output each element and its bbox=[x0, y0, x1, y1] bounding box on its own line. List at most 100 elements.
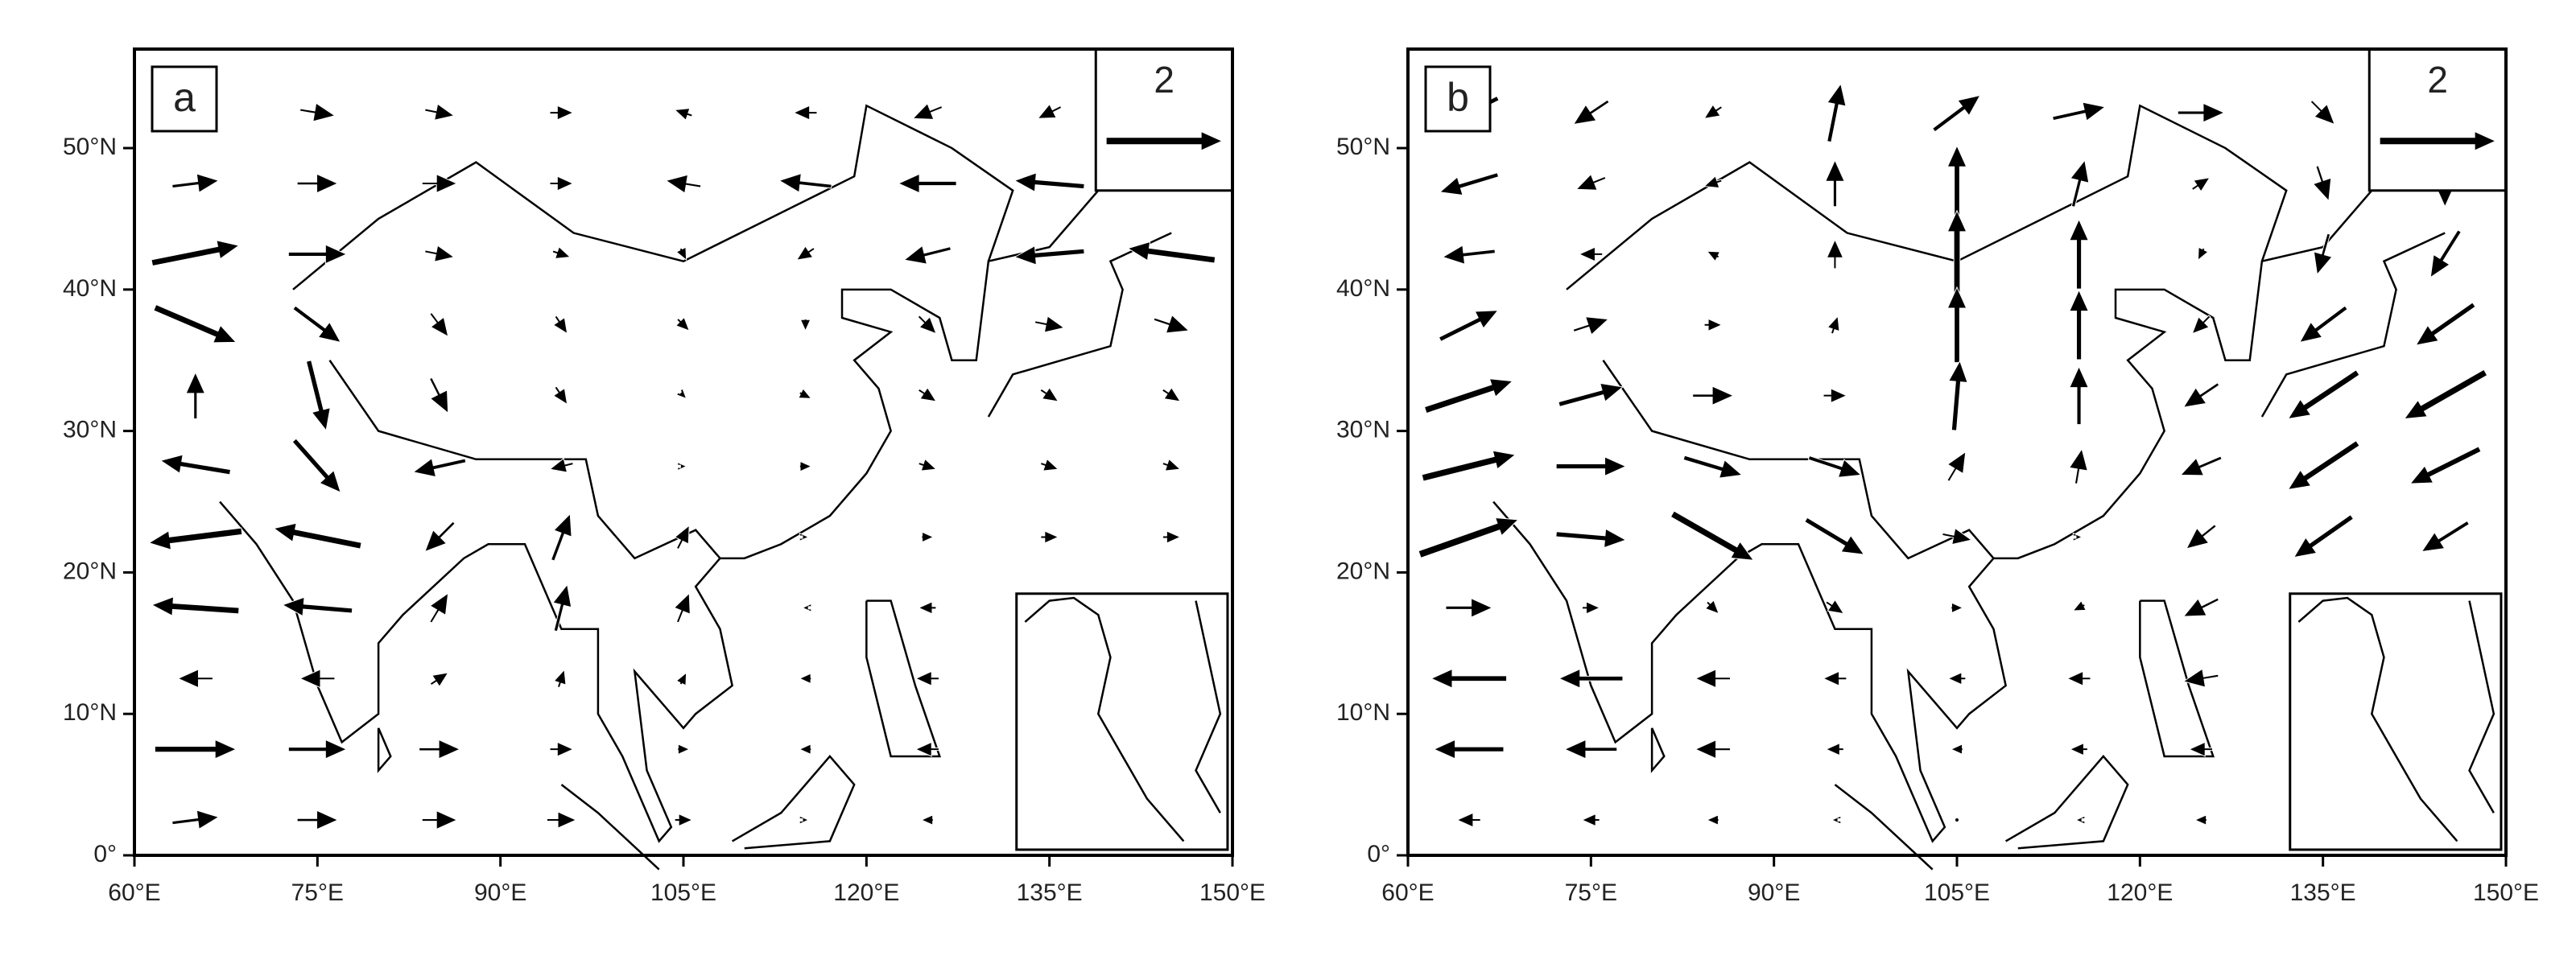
coastline bbox=[865, 599, 942, 758]
wind-vector bbox=[1692, 385, 1735, 406]
wind-vector bbox=[1161, 386, 1182, 402]
wind-vector bbox=[1582, 601, 1601, 615]
y-tick-label: 50°N bbox=[1336, 134, 1390, 160]
wind-vector bbox=[914, 670, 940, 686]
wind-vector bbox=[675, 671, 687, 686]
wind-vector bbox=[799, 319, 811, 332]
wind-vector bbox=[921, 531, 935, 543]
wind-vector bbox=[801, 603, 812, 613]
wind-vector bbox=[2177, 102, 2226, 123]
wind-vector bbox=[2188, 741, 2214, 757]
wind-vector bbox=[799, 460, 812, 472]
wind-vector bbox=[1555, 528, 1627, 549]
wind-vector bbox=[549, 741, 575, 757]
wind-vector bbox=[799, 815, 810, 825]
wind-vector bbox=[1456, 812, 1481, 828]
wind-vector bbox=[1162, 458, 1182, 472]
wind-vector bbox=[798, 388, 812, 399]
wind-vector bbox=[1703, 104, 1724, 119]
coastline bbox=[731, 755, 856, 850]
y-tick-label: 20°N bbox=[63, 558, 117, 584]
wind-vector bbox=[1153, 314, 1190, 334]
wind-vector bbox=[675, 246, 687, 262]
y-tick-label: 30°N bbox=[1336, 417, 1390, 443]
wind-vector bbox=[1423, 378, 1513, 414]
y-tick-label: 0° bbox=[1367, 841, 1390, 867]
wind-vector bbox=[1946, 144, 1967, 222]
coastline bbox=[1492, 105, 2397, 843]
wind-vector bbox=[799, 743, 812, 756]
wind-vector bbox=[1438, 310, 1499, 343]
map-panel: 2 a 60°E 75°E 90°E 105°E 120°E 135°E 150°E 0° 10°N… bbox=[63, 47, 1265, 906]
coastline bbox=[2139, 599, 2215, 758]
wind-vector bbox=[2069, 365, 2090, 426]
wind-vector bbox=[429, 311, 449, 338]
coastline bbox=[2004, 755, 2129, 850]
wind-vector bbox=[1955, 818, 1959, 822]
wind-vector bbox=[1827, 82, 1847, 143]
y-tick-label: 50°N bbox=[63, 134, 117, 160]
coastline bbox=[560, 784, 660, 871]
wind-vector bbox=[1831, 815, 1842, 825]
reference-vector bbox=[1105, 130, 1224, 151]
wind-vector bbox=[1442, 245, 1496, 265]
wind-vector bbox=[2298, 305, 2348, 344]
inset-map-frame bbox=[1015, 592, 1229, 851]
coastline bbox=[1602, 360, 1995, 560]
wind-vector bbox=[1433, 739, 1505, 760]
wind-vector bbox=[2052, 101, 2107, 122]
wind-vector bbox=[1670, 510, 1755, 561]
wind-vector bbox=[2182, 668, 2219, 688]
wind-vector bbox=[1825, 742, 1844, 756]
wind-vector bbox=[2069, 218, 2090, 290]
wind-vector bbox=[1807, 455, 1863, 478]
wind-vector bbox=[2074, 815, 2086, 825]
wind-vector bbox=[299, 102, 336, 122]
wind-vector bbox=[2072, 599, 2087, 612]
coastline bbox=[377, 727, 392, 773]
wind-vector bbox=[799, 673, 812, 685]
reference-vector bbox=[2379, 130, 2497, 151]
wind-vector bbox=[917, 315, 937, 335]
wind-vector bbox=[429, 672, 449, 688]
wind-vector bbox=[549, 175, 575, 192]
wind-vector bbox=[291, 438, 341, 493]
wind-vector bbox=[2313, 233, 2333, 276]
wind-vector bbox=[674, 108, 693, 122]
reference-vector-label: 2 bbox=[1154, 59, 1174, 101]
x-tick-label: 75°E bbox=[291, 879, 344, 906]
wind-vector bbox=[897, 173, 957, 194]
x-tick-label: 90°E bbox=[1748, 879, 1800, 906]
wind-vector bbox=[2429, 229, 2462, 278]
wind-vector bbox=[2415, 302, 2476, 346]
wind-vector bbox=[1430, 668, 1508, 689]
wind-vector bbox=[675, 388, 687, 400]
wind-vector bbox=[1581, 813, 1600, 827]
wind-vector bbox=[1946, 451, 1967, 483]
wind-vector bbox=[1706, 814, 1719, 826]
wind-vector bbox=[2179, 455, 2223, 476]
wind-vector bbox=[2068, 447, 2088, 485]
x-tick-label: 150°E bbox=[1199, 879, 1265, 906]
wind-vector bbox=[1827, 315, 1840, 335]
wind-vector bbox=[1558, 382, 1624, 407]
coastline bbox=[1566, 104, 2288, 290]
wind-vector bbox=[2072, 532, 2083, 542]
wind-vector bbox=[795, 245, 815, 261]
wind-vector bbox=[1942, 527, 1973, 546]
y-tick-label: 10°N bbox=[1336, 699, 1390, 726]
wind-vector bbox=[1804, 517, 1865, 555]
panel-label: b bbox=[1447, 75, 1469, 120]
reference-vector-label: 2 bbox=[2427, 59, 2448, 101]
panel-label: a bbox=[173, 75, 196, 120]
wind-vector bbox=[1555, 456, 1627, 477]
wind-vector bbox=[1823, 388, 1848, 404]
wind-vector bbox=[1037, 103, 1063, 119]
reference-vector-box bbox=[1094, 47, 1234, 192]
y-tick-label: 10°N bbox=[63, 699, 117, 726]
wind-vector bbox=[292, 305, 342, 344]
x-tick-label: 60°E bbox=[108, 879, 160, 906]
wind-vector bbox=[296, 173, 339, 194]
wind-vector bbox=[551, 245, 572, 259]
